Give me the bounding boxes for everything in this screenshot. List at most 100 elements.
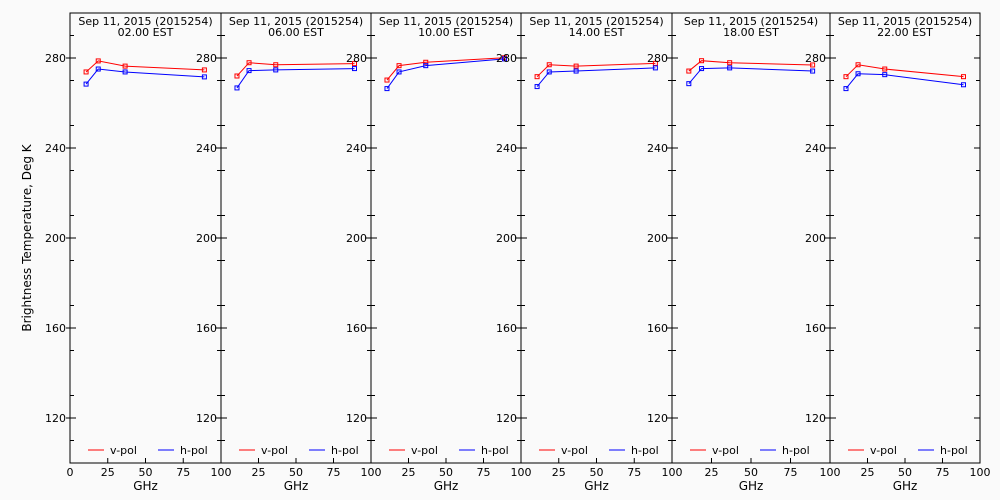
y-tick-label: 120	[805, 412, 826, 425]
v-pol-point	[83, 69, 89, 75]
panel-subtitle: 18.00 EST	[723, 26, 779, 39]
panel-title: Sep 11, 2015 (2015254)	[684, 15, 818, 28]
y-tick-label: 120	[647, 412, 668, 425]
y-axis-label: Brightness Temperature, Deg K	[20, 143, 34, 331]
x-tick-label: 0	[67, 466, 74, 479]
legend-label-v-pol: v-pol	[110, 444, 137, 457]
x-tick-label: 100	[361, 466, 382, 479]
y-tick-label: 200	[45, 232, 66, 245]
legend-label-v-pol: v-pol	[870, 444, 897, 457]
x-tick-label: 50	[898, 466, 912, 479]
x-tick-label: 25	[705, 466, 719, 479]
x-tick-label: 100	[662, 466, 683, 479]
y-tick-label: 120	[196, 412, 217, 425]
v-pol-point	[95, 58, 101, 64]
h-pol-line	[236, 68, 355, 89]
y-tick-label: 280	[805, 52, 826, 65]
x-axis-label: GHz	[893, 479, 918, 493]
v-pol-point	[352, 61, 357, 67]
h-pol-point	[843, 86, 849, 92]
v-pol-point	[384, 77, 390, 83]
v-pol-point	[396, 63, 402, 69]
y-tick-label: 240	[496, 142, 517, 155]
y-tick-label: 280	[647, 52, 668, 65]
h-pol-point	[234, 85, 240, 91]
legend-label-h-pol: h-pol	[481, 444, 509, 457]
x-axis-label: GHz	[584, 479, 609, 493]
x-tick-label: 50	[139, 466, 153, 479]
panel-title: Sep 11, 2015 (2015254)	[838, 15, 972, 28]
x-tick-label: 100	[970, 466, 991, 479]
y-tick-label: 160	[647, 322, 668, 335]
h-pol-line	[85, 68, 205, 85]
y-tick-label: 120	[45, 412, 66, 425]
x-tick-label: 100	[820, 466, 841, 479]
y-tick-label: 240	[45, 142, 66, 155]
h-pol-line	[845, 73, 964, 89]
plot-panel-5	[671, 12, 831, 464]
h-pol-point	[384, 86, 390, 92]
h-pol-point	[727, 65, 733, 71]
y-tick-label: 280	[45, 52, 66, 65]
h-pol-point	[699, 66, 705, 72]
y-tick-label: 120	[346, 412, 367, 425]
v-pol-line	[845, 64, 964, 78]
panel-title: Sep 11, 2015 (2015254)	[229, 15, 363, 28]
h-pol-point	[201, 74, 207, 80]
y-tick-label: 200	[647, 232, 668, 245]
v-pol-point	[727, 60, 733, 66]
legend-label-h-pol: h-pol	[940, 444, 968, 457]
x-axis-label: GHz	[133, 479, 158, 493]
v-pol-point	[573, 63, 579, 69]
h-pol-point	[686, 81, 692, 87]
legend-label-h-pol: h-pol	[631, 444, 659, 457]
legend-label-h-pol: h-pol	[782, 444, 810, 457]
y-tick-label: 160	[196, 322, 217, 335]
h-pol-point	[122, 69, 128, 75]
h-pol-point	[546, 69, 552, 75]
v-pol-point	[855, 62, 861, 68]
y-tick-label: 120	[496, 412, 517, 425]
x-axis-label: GHz	[284, 479, 309, 493]
plot-panel-2	[220, 12, 372, 464]
x-axis-label: GHz	[434, 479, 459, 493]
y-tick-label: 280	[196, 52, 217, 65]
x-tick-label: 75	[477, 466, 491, 479]
x-tick-label: 75	[627, 466, 641, 479]
x-tick-label: 50	[744, 466, 758, 479]
x-tick-label: 100	[211, 466, 232, 479]
h-pol-line	[688, 67, 813, 84]
panel-subtitle: 22.00 EST	[877, 26, 933, 39]
x-tick-label: 75	[176, 466, 190, 479]
legend-label-v-pol: v-pol	[411, 444, 438, 457]
h-pol-point	[246, 68, 252, 74]
v-pol-point	[273, 62, 279, 68]
x-tick-label: 25	[861, 466, 875, 479]
v-pol-point	[699, 58, 705, 64]
y-tick-label: 240	[196, 142, 217, 155]
h-pol-point	[652, 65, 658, 71]
v-pol-line	[536, 62, 656, 78]
plot-panel-4	[520, 12, 673, 464]
h-pol-point	[502, 56, 507, 62]
v-pol-line	[386, 57, 505, 81]
h-pol-point	[95, 66, 101, 72]
y-tick-label: 160	[346, 322, 367, 335]
x-tick-label: 100	[511, 466, 532, 479]
h-pol-point	[273, 67, 279, 73]
h-pol-point	[573, 68, 579, 74]
y-tick-label: 280	[346, 52, 367, 65]
x-axis-label: GHz	[739, 479, 764, 493]
panel-subtitle: 02.00 EST	[118, 26, 174, 39]
plot-panel-3	[370, 12, 522, 464]
x-tick-label: 25	[402, 466, 416, 479]
y-tick-label: 160	[805, 322, 826, 335]
panel-subtitle: 06.00 EST	[268, 26, 324, 39]
v-pol-point	[882, 66, 888, 72]
h-pol-point	[83, 81, 89, 87]
x-tick-label: 50	[590, 466, 604, 479]
y-tick-label: 280	[496, 52, 517, 65]
x-tick-label: 50	[289, 466, 303, 479]
legend-label-v-pol: v-pol	[712, 444, 739, 457]
